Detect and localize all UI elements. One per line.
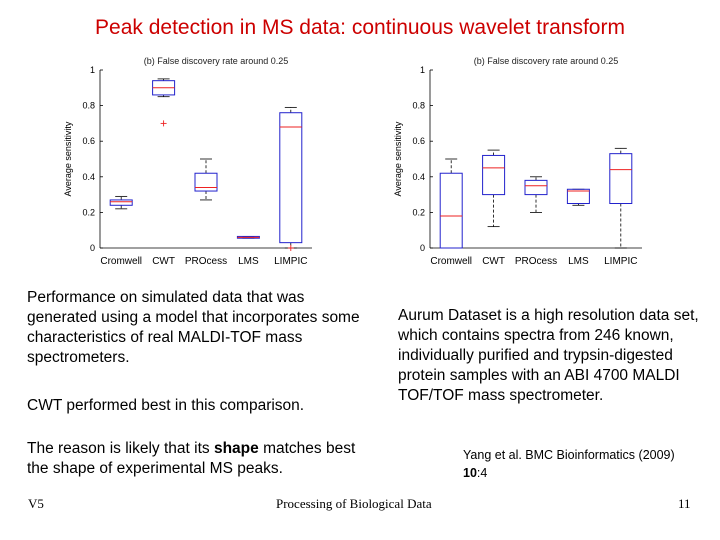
x-tick-label: CWT — [482, 256, 505, 267]
boxplot-chart-right: (b) False discovery rate around 0.25 0 0.2… — [393, 56, 642, 267]
footer-page-number: 11 — [678, 496, 691, 511]
x-tick-label: LMS — [568, 256, 589, 267]
y-tick-label: 0.4 — [412, 172, 425, 182]
x-tick-label: Cromwell — [100, 256, 142, 267]
citation-volume-line: 10:4 — [463, 464, 675, 482]
y-tick-label: 0 — [90, 243, 95, 253]
boxplot-chart-left: (b) False discovery rate around 0.25 0 0.2… — [63, 56, 312, 267]
y-tick-label: 0.2 — [412, 207, 425, 217]
citation-reference: Yang et al. BMC Bioinformatics (2009) — [463, 448, 675, 462]
shape-reason-text-start: The reason is likely that its — [27, 440, 214, 457]
box-cromwell — [439, 158, 463, 249]
box-rect — [279, 112, 303, 244]
chart-title: (b) False discovery rate around 0.25 — [144, 56, 289, 66]
y-tick-label: 0.4 — [82, 172, 95, 182]
box-lms — [566, 188, 590, 206]
box-cromwell — [109, 195, 133, 210]
box-rect — [109, 199, 133, 206]
footer-course-title: Processing of Biological Data — [276, 496, 432, 511]
shape-reason-text-end: matches best the shape of experimental M… — [27, 440, 356, 477]
cwt-best-paragraph: CWT performed best in this comparison. — [27, 397, 305, 414]
y-tick-label: 0 — [420, 243, 425, 253]
chart-title: (b) False discovery rate around 0.25 — [474, 56, 619, 66]
y-tick-label: 1 — [90, 65, 95, 75]
x-tick-label: PROcess — [515, 256, 557, 267]
x-tick-label: Cromwell — [430, 256, 472, 267]
box-limpic — [279, 106, 303, 251]
y-axis-label: Average sensitivity — [63, 121, 73, 196]
y-axis-label: Average sensitivity — [393, 121, 403, 196]
x-tick-label: PROcess — [185, 256, 227, 267]
shape-emphasis: shape — [213, 440, 259, 457]
box-rect — [439, 172, 463, 249]
y-tick-label: 0.6 — [412, 136, 425, 146]
slide-title: Peak detection in MS data: continuous wa… — [95, 16, 625, 39]
y-tick-label: 1 — [420, 65, 425, 75]
y-tick-label: 0.2 — [82, 207, 95, 217]
x-tick-label: CWT — [152, 256, 175, 267]
box-rect — [609, 153, 633, 205]
y-tick-label: 0.8 — [412, 101, 425, 111]
simulated-data-paragraph: Performance on simulated data that was g… — [27, 289, 360, 366]
citation: Yang et al. BMC Bioinformatics (2009) 10… — [463, 446, 675, 482]
box-limpic — [609, 147, 633, 249]
box-rect — [524, 179, 548, 196]
y-tick-label: 0.6 — [82, 136, 95, 146]
box-rect — [482, 154, 506, 196]
box-rect — [194, 172, 218, 192]
box-process — [194, 158, 218, 201]
shape-reason-paragraph: The reason is likely that its shape matc… — [27, 439, 377, 479]
citation-volume: 10 — [463, 466, 477, 480]
box-cwt — [152, 78, 176, 127]
box-cwt — [482, 149, 506, 228]
x-tick-label: LIMPIC — [604, 256, 637, 267]
x-tick-label: LIMPIC — [274, 256, 307, 267]
box-rect — [566, 188, 590, 204]
box-lms — [236, 235, 260, 239]
y-tick-label: 0.8 — [82, 101, 95, 111]
footer-version: V5 — [28, 496, 44, 511]
aurum-dataset-paragraph: Aurum Dataset is a high resolution data … — [398, 307, 699, 404]
citation-issue: :4 — [476, 466, 488, 480]
box-process — [524, 176, 548, 213]
x-tick-label: LMS — [238, 256, 259, 267]
